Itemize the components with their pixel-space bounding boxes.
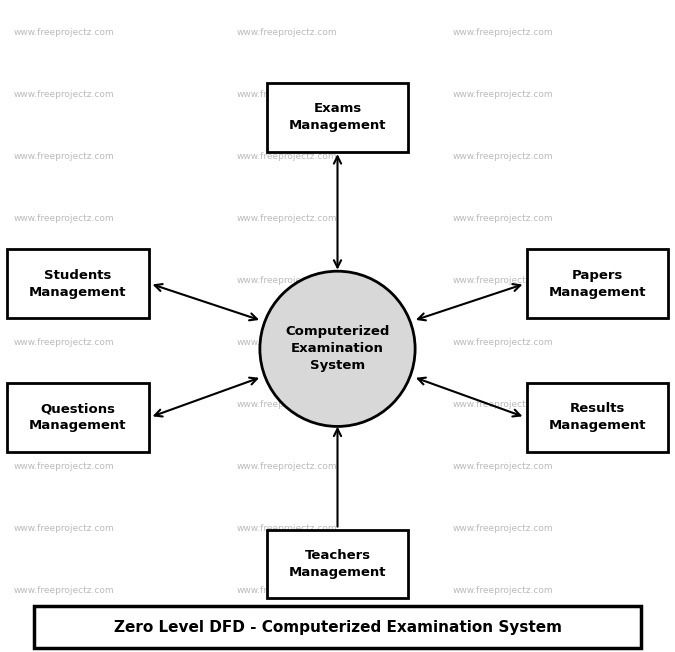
Text: www.freeprojectz.com: www.freeprojectz.com	[236, 338, 337, 347]
Text: www.freeprojectz.com: www.freeprojectz.com	[236, 152, 337, 161]
Text: www.freeprojectz.com: www.freeprojectz.com	[14, 585, 114, 595]
FancyBboxPatch shape	[267, 529, 408, 599]
Text: www.freeprojectz.com: www.freeprojectz.com	[14, 400, 114, 409]
Text: www.freeprojectz.com: www.freeprojectz.com	[452, 400, 553, 409]
Text: www.freeprojectz.com: www.freeprojectz.com	[452, 338, 553, 347]
Text: Zero Level DFD - Computerized Examination System: Zero Level DFD - Computerized Examinatio…	[113, 619, 562, 635]
Text: www.freeprojectz.com: www.freeprojectz.com	[452, 90, 553, 99]
FancyBboxPatch shape	[526, 250, 668, 318]
FancyBboxPatch shape	[267, 83, 408, 152]
Text: www.freeprojectz.com: www.freeprojectz.com	[14, 28, 114, 37]
Text: www.freeprojectz.com: www.freeprojectz.com	[236, 585, 337, 595]
Text: www.freeprojectz.com: www.freeprojectz.com	[236, 524, 337, 533]
Text: www.freeprojectz.com: www.freeprojectz.com	[236, 400, 337, 409]
FancyBboxPatch shape	[526, 383, 668, 451]
Text: www.freeprojectz.com: www.freeprojectz.com	[236, 214, 337, 223]
Text: www.freeprojectz.com: www.freeprojectz.com	[452, 214, 553, 223]
Text: Results
Management: Results Management	[549, 402, 646, 432]
FancyBboxPatch shape	[7, 250, 148, 318]
Ellipse shape	[260, 271, 415, 426]
Text: www.freeprojectz.com: www.freeprojectz.com	[14, 462, 114, 471]
Text: Exams
Management: Exams Management	[289, 102, 386, 132]
FancyBboxPatch shape	[34, 606, 641, 648]
Text: www.freeprojectz.com: www.freeprojectz.com	[452, 585, 553, 595]
Text: www.freeprojectz.com: www.freeprojectz.com	[14, 214, 114, 223]
Text: www.freeprojectz.com: www.freeprojectz.com	[14, 276, 114, 285]
Text: Papers
Management: Papers Management	[549, 269, 646, 299]
Text: www.freeprojectz.com: www.freeprojectz.com	[14, 338, 114, 347]
Text: www.freeprojectz.com: www.freeprojectz.com	[452, 524, 553, 533]
Text: www.freeprojectz.com: www.freeprojectz.com	[14, 152, 114, 161]
Text: Students
Management: Students Management	[29, 269, 126, 299]
Text: www.freeprojectz.com: www.freeprojectz.com	[236, 90, 337, 99]
FancyBboxPatch shape	[7, 383, 148, 451]
Text: www.freeprojectz.com: www.freeprojectz.com	[452, 152, 553, 161]
Text: www.freeprojectz.com: www.freeprojectz.com	[452, 28, 553, 37]
Text: www.freeprojectz.com: www.freeprojectz.com	[452, 462, 553, 471]
Text: Computerized
Examination
System: Computerized Examination System	[286, 325, 389, 372]
Text: www.freeprojectz.com: www.freeprojectz.com	[14, 524, 114, 533]
Text: www.freeprojectz.com: www.freeprojectz.com	[452, 276, 553, 285]
Text: www.freeprojectz.com: www.freeprojectz.com	[14, 90, 114, 99]
Text: Teachers
Management: Teachers Management	[289, 549, 386, 579]
Text: www.freeprojectz.com: www.freeprojectz.com	[236, 276, 337, 285]
Text: Questions
Management: Questions Management	[29, 402, 126, 432]
Text: www.freeprojectz.com: www.freeprojectz.com	[236, 462, 337, 471]
Text: www.freeprojectz.com: www.freeprojectz.com	[236, 28, 337, 37]
